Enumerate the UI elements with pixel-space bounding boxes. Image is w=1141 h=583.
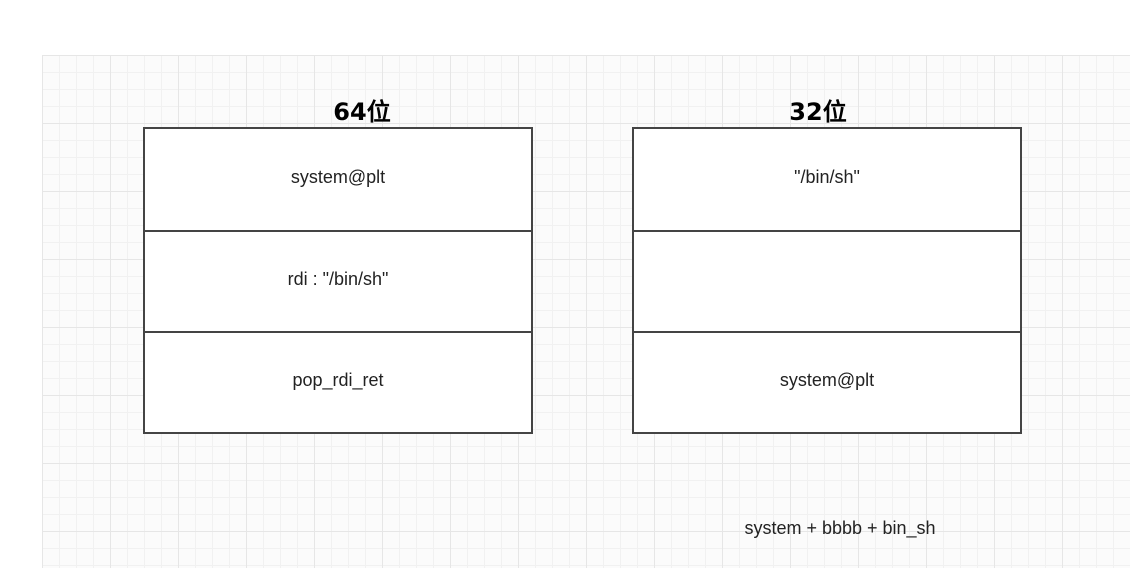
right-stack-cell — [634, 230, 1020, 331]
right-stack-cell-label: "/bin/sh" — [794, 167, 860, 187]
right-stack: "/bin/sh" system@plt — [632, 127, 1022, 434]
left-stack-title: 64位 — [333, 98, 391, 126]
left-stack-cell: system@plt — [145, 129, 531, 230]
right-stack-cell-label: system@plt — [779, 370, 875, 390]
left-stack-cell-label: rdi : "/bin/sh" — [287, 269, 389, 289]
left-stack-cell-label: system@plt — [290, 167, 386, 187]
left-stack: system@plt rdi : "/bin/sh" pop_rdi_ret — [143, 127, 533, 434]
right-stack-cell: "/bin/sh" — [634, 129, 1020, 230]
left-stack-cell-label: pop_rdi_ret — [292, 370, 384, 390]
left-stack-cell: rdi : "/bin/sh" — [145, 230, 531, 331]
right-stack-title: 32位 — [789, 98, 847, 126]
payload-note: system + bbbb + bin_sh — [744, 518, 936, 538]
right-stack-cell: system@plt — [634, 331, 1020, 432]
left-stack-cell: pop_rdi_ret — [145, 331, 531, 432]
